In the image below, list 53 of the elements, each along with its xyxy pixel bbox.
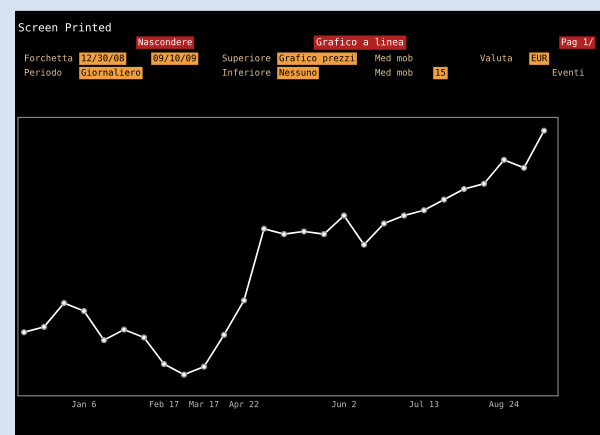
point	[440, 196, 448, 203]
text: Superiore	[222, 54, 270, 64]
text: Periodo	[24, 68, 62, 76]
point	[380, 220, 388, 227]
text: Med mob	[375, 54, 413, 62]
text: Pag 1/	[562, 38, 593, 48]
point	[300, 228, 308, 235]
text: 09/10/09	[154, 54, 196, 62]
text: Nessuno	[280, 69, 316, 76]
point	[540, 128, 548, 134]
point	[60, 300, 68, 306]
text: Med mob	[375, 68, 413, 76]
chart-title: Grafico a linea	[316, 38, 404, 46]
x-tick-label: Jul 13	[409, 400, 438, 408]
point	[460, 186, 468, 192]
text: Valuta	[480, 54, 512, 62]
point	[100, 337, 108, 344]
text: Forchetta	[25, 54, 72, 62]
point	[520, 164, 528, 171]
x-tick-label: Apr 22	[229, 400, 258, 409]
text: Screen Printed	[18, 22, 111, 32]
text: Nascondere	[138, 38, 192, 46]
point	[280, 230, 288, 238]
x-tick-label: Jun 2	[332, 400, 356, 408]
point	[40, 324, 48, 330]
point	[80, 308, 88, 314]
point	[480, 180, 488, 187]
text: 12/30/08	[82, 54, 124, 62]
point	[200, 364, 208, 370]
point	[120, 326, 128, 333]
point	[240, 297, 248, 304]
point	[160, 360, 168, 368]
point	[180, 372, 188, 378]
text: Giornaliero	[81, 68, 140, 76]
x-tick-label: Aug 24	[489, 400, 519, 409]
point	[500, 156, 508, 163]
x-tick-label: Mar 17	[189, 401, 218, 408]
x-tick-label: Jan 6	[72, 400, 96, 408]
x-tick-label: Feb 17	[150, 400, 178, 408]
point	[360, 242, 368, 248]
text: 15	[436, 69, 446, 76]
point	[340, 212, 348, 219]
point	[420, 207, 428, 214]
point	[320, 230, 328, 238]
text: Inferiore	[222, 68, 270, 76]
text: EUR	[532, 54, 548, 62]
point	[140, 334, 148, 341]
text: Grafico prezzi	[279, 54, 354, 64]
point	[260, 226, 268, 232]
text: Eventi	[552, 68, 584, 76]
point	[220, 332, 228, 338]
point	[20, 329, 28, 336]
point	[400, 212, 408, 219]
